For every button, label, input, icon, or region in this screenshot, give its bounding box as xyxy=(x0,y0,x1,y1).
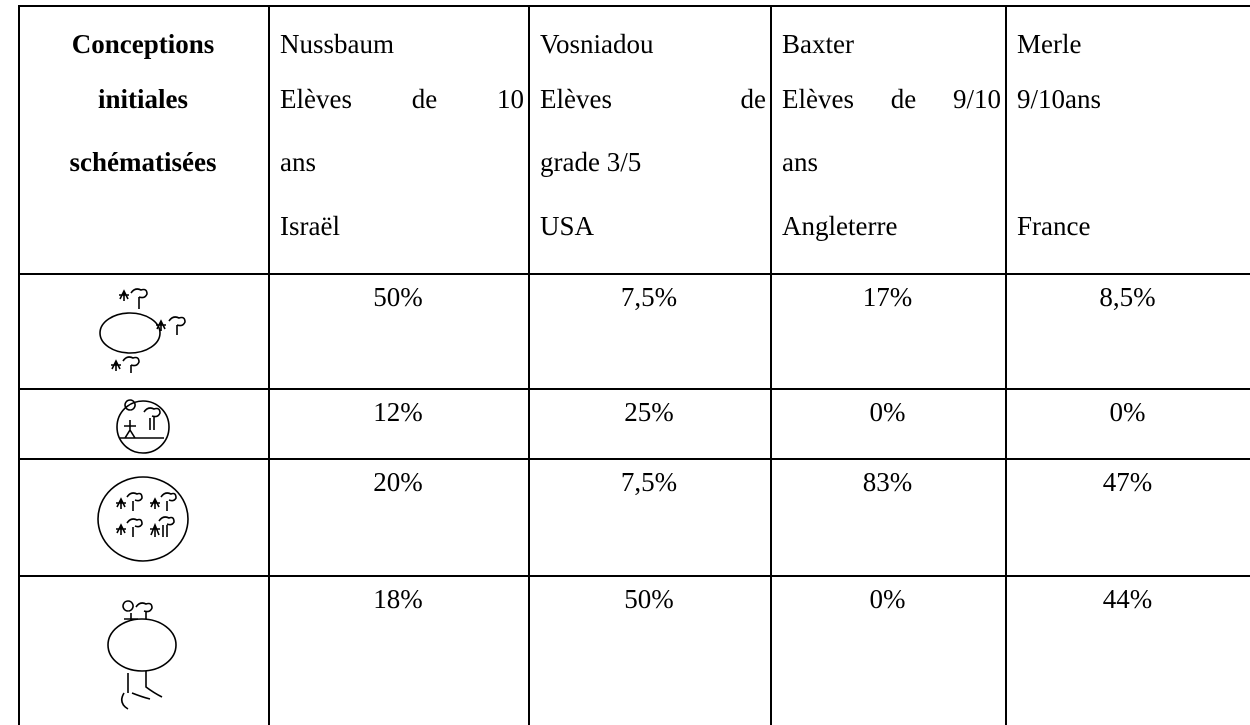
table-cell: 50% xyxy=(268,281,528,313)
table-cell: 8,5% xyxy=(1005,281,1250,313)
header-column-line: Elèves de 10 xyxy=(280,83,524,115)
row-border xyxy=(18,273,1250,275)
table-cell: 0% xyxy=(1005,396,1250,428)
cell-border xyxy=(1005,5,1007,725)
icon-people-inside-flat xyxy=(110,398,180,456)
header-concept-line: initiales xyxy=(22,83,264,115)
table-cell: 18% xyxy=(268,583,528,615)
header-column-line: Elèves de 9/10 xyxy=(782,83,1001,115)
row-border xyxy=(18,5,1250,7)
header-column-line: Merle xyxy=(1017,28,1246,60)
header-column-line: Baxter xyxy=(782,28,1001,60)
header-column-line: Vosniadou xyxy=(540,28,766,60)
table-cell: 25% xyxy=(528,396,770,428)
table-cell: 12% xyxy=(268,396,528,428)
page: Conceptions initiales schématisées Nussbaum… xyxy=(0,0,1250,725)
header-column-line: 9/10ans xyxy=(1017,83,1246,115)
header-column-line: ans xyxy=(782,146,1001,178)
cell-border xyxy=(528,5,530,725)
table-cell: 7,5% xyxy=(528,466,770,498)
table-cell: 44% xyxy=(1005,583,1250,615)
header-column-line: Elèves de xyxy=(540,83,766,115)
table-cell: 7,5% xyxy=(528,281,770,313)
table-cell: 47% xyxy=(1005,466,1250,498)
header-column-line: Angleterre xyxy=(782,210,1001,242)
row-border xyxy=(18,575,1250,577)
header-column-line: ans xyxy=(280,146,524,178)
icon-people-around-earth xyxy=(85,285,195,380)
header-column-line: USA xyxy=(540,210,766,242)
table-cell: 0% xyxy=(770,583,1005,615)
header-concept-line: schématisées xyxy=(22,146,264,178)
cell-border xyxy=(18,5,20,725)
icon-people-inside-earth xyxy=(95,465,195,573)
header-column-line: France xyxy=(1017,210,1246,242)
header-concept-line: Conceptions xyxy=(22,28,264,60)
table-cell: 83% xyxy=(770,466,1005,498)
row-border xyxy=(18,458,1250,460)
header-column-line: Israël xyxy=(280,210,524,242)
table-cell: 50% xyxy=(528,583,770,615)
header-column-line: Nussbaum xyxy=(280,28,524,60)
row-border xyxy=(18,388,1250,390)
table-cell: 17% xyxy=(770,281,1005,313)
cell-border xyxy=(770,5,772,725)
table-cell: 0% xyxy=(770,396,1005,428)
cell-border xyxy=(268,5,270,725)
table-cell: 20% xyxy=(268,466,528,498)
icon-people-top-bottom xyxy=(98,583,188,725)
header-column-line: grade 3/5 xyxy=(540,146,766,178)
